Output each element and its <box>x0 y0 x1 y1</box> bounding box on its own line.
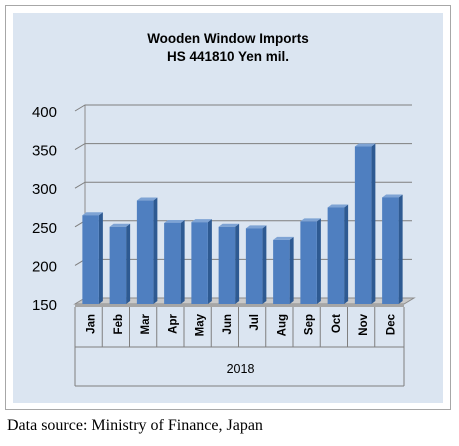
bar <box>354 143 376 304</box>
bar-front <box>273 239 290 304</box>
y-tick-label: 300 <box>32 181 57 198</box>
gridline <box>74 181 412 189</box>
y-tick-label: 200 <box>32 258 57 275</box>
bar-front <box>218 226 236 304</box>
bar <box>382 194 403 304</box>
bar-top <box>327 204 349 208</box>
data-source-caption: Data source: Ministry of Finance, Japan <box>7 417 263 434</box>
bar-side <box>207 219 212 304</box>
x-tick-label: Sep <box>304 314 316 335</box>
bar <box>245 225 267 304</box>
x-tick-label: Oct <box>331 314 343 333</box>
bar-top <box>164 219 185 223</box>
x-axis: Jan Feb Mar Apr May Jun Jul Aug Sep Oct Nov Dec 2018 <box>74 307 405 387</box>
chart-title: Wooden Window Imports HS 441810 Yen mil. <box>13 30 443 66</box>
bar-top <box>273 236 294 240</box>
x-tick-label: Jun <box>222 314 234 334</box>
bar-side <box>371 143 376 304</box>
bar-front <box>136 200 154 304</box>
bar-side <box>262 225 267 304</box>
bar-top <box>82 212 103 216</box>
bar-top <box>354 143 376 147</box>
gridline <box>74 143 412 151</box>
x-tick-label: Nov <box>358 313 370 335</box>
bar-side <box>153 197 158 304</box>
bar-side <box>98 212 103 304</box>
gridline <box>74 104 412 112</box>
bar-top <box>245 225 267 229</box>
y-axis: 150 200 250 300 350 400 <box>32 104 57 314</box>
bar-front <box>327 207 345 304</box>
bar <box>191 219 212 304</box>
x-tick-label: Jul <box>249 314 261 331</box>
y-tick-label: 400 <box>32 104 57 121</box>
bar-top <box>218 223 240 227</box>
bar <box>327 204 349 304</box>
bar-front <box>382 197 399 304</box>
bar-front <box>109 226 127 304</box>
y-tick-label: 250 <box>32 220 57 237</box>
x-group-label: 2018 <box>227 362 255 376</box>
bar <box>136 197 158 304</box>
chart-subtitle: HS 441810 Yen mil. <box>166 49 290 64</box>
y-tick-label: 150 <box>32 297 57 314</box>
chart-title-main: Wooden Window Imports <box>147 31 309 46</box>
bar-side <box>316 218 321 304</box>
bar-top <box>382 194 403 198</box>
bar-front <box>191 222 208 304</box>
x-tick-label: May <box>195 313 207 336</box>
bar-side <box>235 223 240 304</box>
x-tick-label: Feb <box>113 314 125 334</box>
x-tick-label: Mar <box>140 313 152 334</box>
bar <box>300 218 321 304</box>
bar-front <box>164 222 181 304</box>
bar-side <box>398 194 403 304</box>
bar-side <box>126 223 131 304</box>
x-tick-label: Dec <box>385 313 397 335</box>
bar <box>273 236 294 304</box>
bar-side <box>344 204 349 304</box>
bar-front <box>245 228 263 304</box>
bar-front <box>82 215 99 304</box>
bar <box>164 219 185 304</box>
bar-side <box>289 236 294 304</box>
floor-front <box>75 304 404 307</box>
bar-side <box>180 219 185 304</box>
bar-front <box>300 221 317 304</box>
bar-top <box>300 218 321 222</box>
x-tick-label: Apr <box>167 313 179 333</box>
y-tick-label: 350 <box>32 143 57 160</box>
bar-front <box>354 146 372 304</box>
bar <box>109 223 131 304</box>
bar <box>82 212 103 304</box>
bar-top <box>191 219 212 223</box>
bar-top <box>136 197 158 201</box>
bars <box>82 143 403 304</box>
x-tick-label: Aug <box>276 314 288 336</box>
x-tick-label: Jan <box>86 314 98 334</box>
bar-top <box>109 223 131 227</box>
bar <box>218 223 240 304</box>
